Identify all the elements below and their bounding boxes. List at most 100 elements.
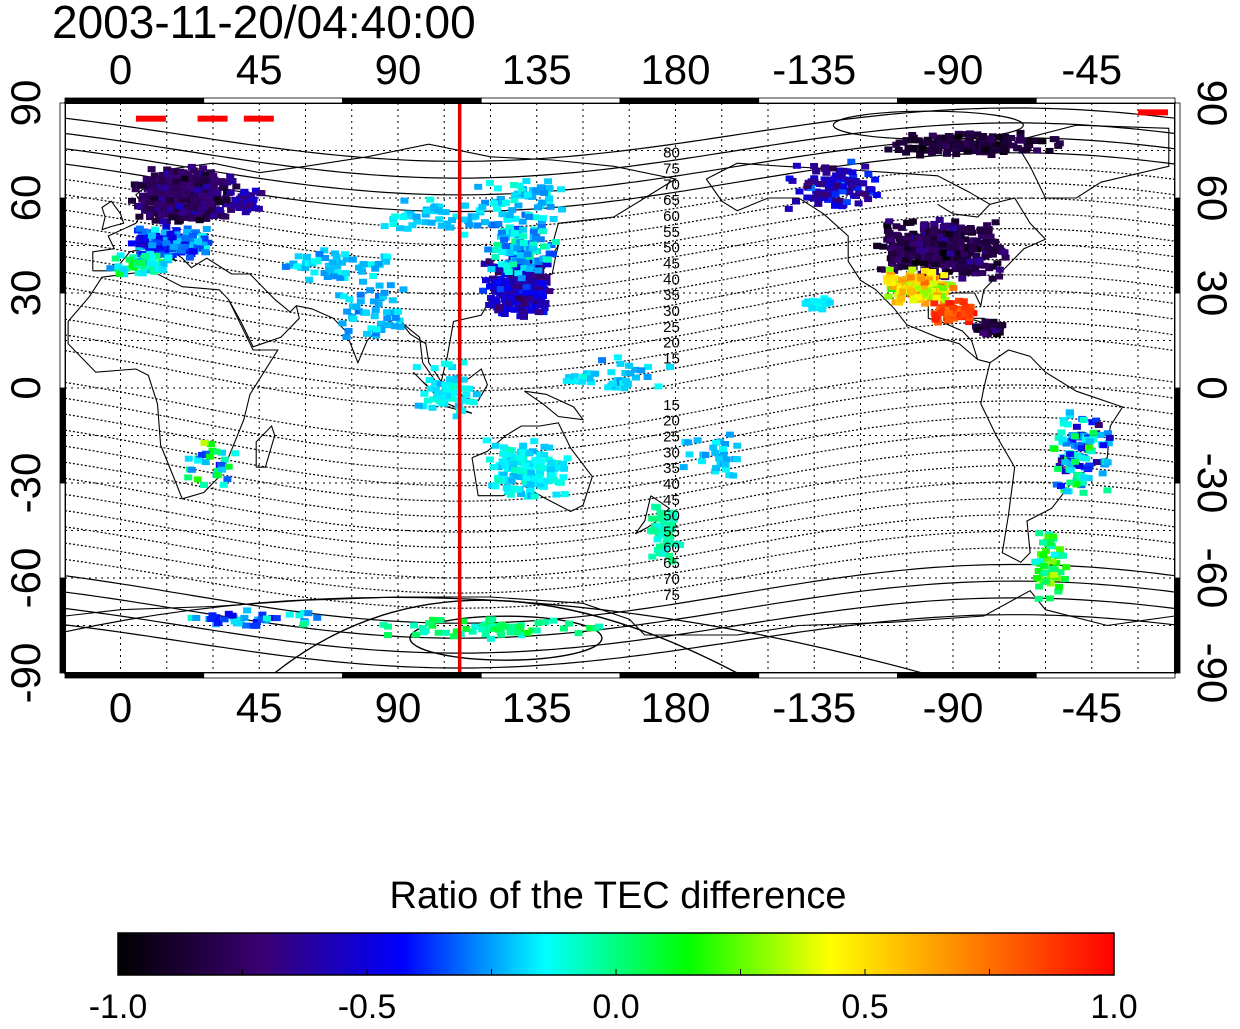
tec-cell	[965, 130, 974, 137]
tec-cell	[193, 176, 201, 183]
tec-cell	[982, 238, 991, 245]
tec-cell	[845, 189, 854, 195]
tec-cell	[185, 254, 194, 261]
tec-cell	[814, 200, 823, 207]
tec-cell	[449, 383, 458, 390]
tec-cell	[676, 542, 685, 548]
tec-cell	[303, 253, 311, 260]
tec-cell	[894, 232, 902, 239]
tec-cell	[1058, 436, 1067, 443]
tec-cell	[485, 179, 494, 186]
tec-cell	[977, 233, 986, 240]
tec-cell	[160, 229, 169, 236]
tec-cell	[428, 404, 437, 411]
tec-cell	[653, 536, 662, 543]
tec-cell	[187, 205, 196, 212]
tec-cell	[528, 193, 537, 200]
tec-cell	[299, 621, 308, 628]
tec-cell	[901, 285, 910, 292]
axis-bar-left	[59, 102, 66, 199]
tec-cell	[429, 204, 438, 211]
tec-cell	[443, 392, 451, 399]
axis-bar-top	[342, 97, 482, 104]
tec-cell	[591, 370, 600, 377]
tec-cell	[939, 224, 948, 230]
tec-cell	[119, 266, 128, 273]
tec-cell	[1050, 571, 1059, 578]
tec-cell	[151, 226, 160, 233]
tec-cell	[512, 299, 521, 305]
tec-cell	[213, 196, 222, 203]
tec-cell	[867, 186, 876, 193]
tec-cell	[262, 615, 271, 622]
tec-cell	[994, 321, 1003, 328]
tec-cell	[981, 318, 990, 325]
tec-cell	[911, 259, 920, 266]
tec-cell	[917, 275, 926, 282]
tec-cell	[940, 262, 949, 269]
tec-cell	[542, 279, 551, 286]
tec-cell	[514, 202, 523, 209]
tec-cell	[232, 183, 241, 190]
tec-cell	[832, 182, 841, 189]
tec-cell	[948, 231, 957, 238]
tec-cell	[154, 190, 162, 197]
tec-cell	[141, 193, 150, 200]
tec-cell	[908, 218, 917, 225]
tec-cell	[212, 448, 221, 455]
tec-cell	[1049, 566, 1058, 573]
tec-cell	[632, 374, 640, 381]
tec-cell	[205, 189, 214, 196]
tec-cell	[1085, 438, 1094, 445]
tec-cell	[907, 278, 916, 284]
tec-cell	[1075, 463, 1084, 469]
tec-cell	[377, 320, 385, 327]
tec-cell	[1042, 578, 1051, 585]
tec-cell	[1082, 455, 1091, 462]
axis-bar-bottom	[64, 672, 205, 679]
tec-cell	[545, 288, 554, 295]
tec-cell	[498, 211, 507, 218]
tec-cell	[1035, 558, 1044, 565]
tec-cell	[1034, 568, 1043, 574]
tec-cell	[569, 378, 578, 385]
tec-cell	[545, 195, 554, 202]
tec-cell	[963, 148, 972, 155]
colorbar-tick-label: 0.5	[841, 988, 888, 1024]
tec-cell	[545, 444, 554, 451]
tec-cell	[509, 294, 518, 301]
tec-cell	[150, 172, 159, 179]
tec-cell	[847, 182, 856, 189]
tec-cell	[964, 245, 972, 252]
tec-cell	[1070, 433, 1079, 440]
tec-cell	[506, 629, 515, 636]
bottom-tick-label: -45	[1061, 684, 1122, 731]
tec-cell	[154, 235, 163, 242]
tec-cell	[1105, 434, 1114, 441]
tec-cell	[924, 254, 933, 261]
tec-cell	[817, 181, 825, 188]
tec-cell	[227, 206, 236, 213]
tec-cell	[384, 632, 392, 638]
tec-cell	[904, 240, 913, 247]
tec-cell	[940, 237, 949, 244]
tec-cell	[505, 224, 514, 231]
coastline	[937, 203, 991, 218]
tec-cell	[897, 296, 906, 303]
contour-label: 25	[663, 429, 680, 446]
tec-cell	[849, 174, 858, 181]
tec-cell	[501, 463, 510, 470]
top-tick-label: -45	[1061, 46, 1122, 93]
tec-cell	[505, 306, 513, 312]
tec-cell	[1059, 420, 1068, 427]
tec-cell	[464, 218, 473, 224]
tec-cell	[895, 280, 904, 287]
tec-cell	[500, 444, 508, 451]
tec-cell	[166, 231, 175, 237]
tec-cell	[511, 238, 520, 245]
tec-cell	[522, 284, 531, 291]
tec-cell	[178, 209, 187, 216]
contour-label: 55	[663, 224, 680, 241]
tec-cell	[542, 274, 551, 281]
tec-cell	[459, 618, 468, 625]
